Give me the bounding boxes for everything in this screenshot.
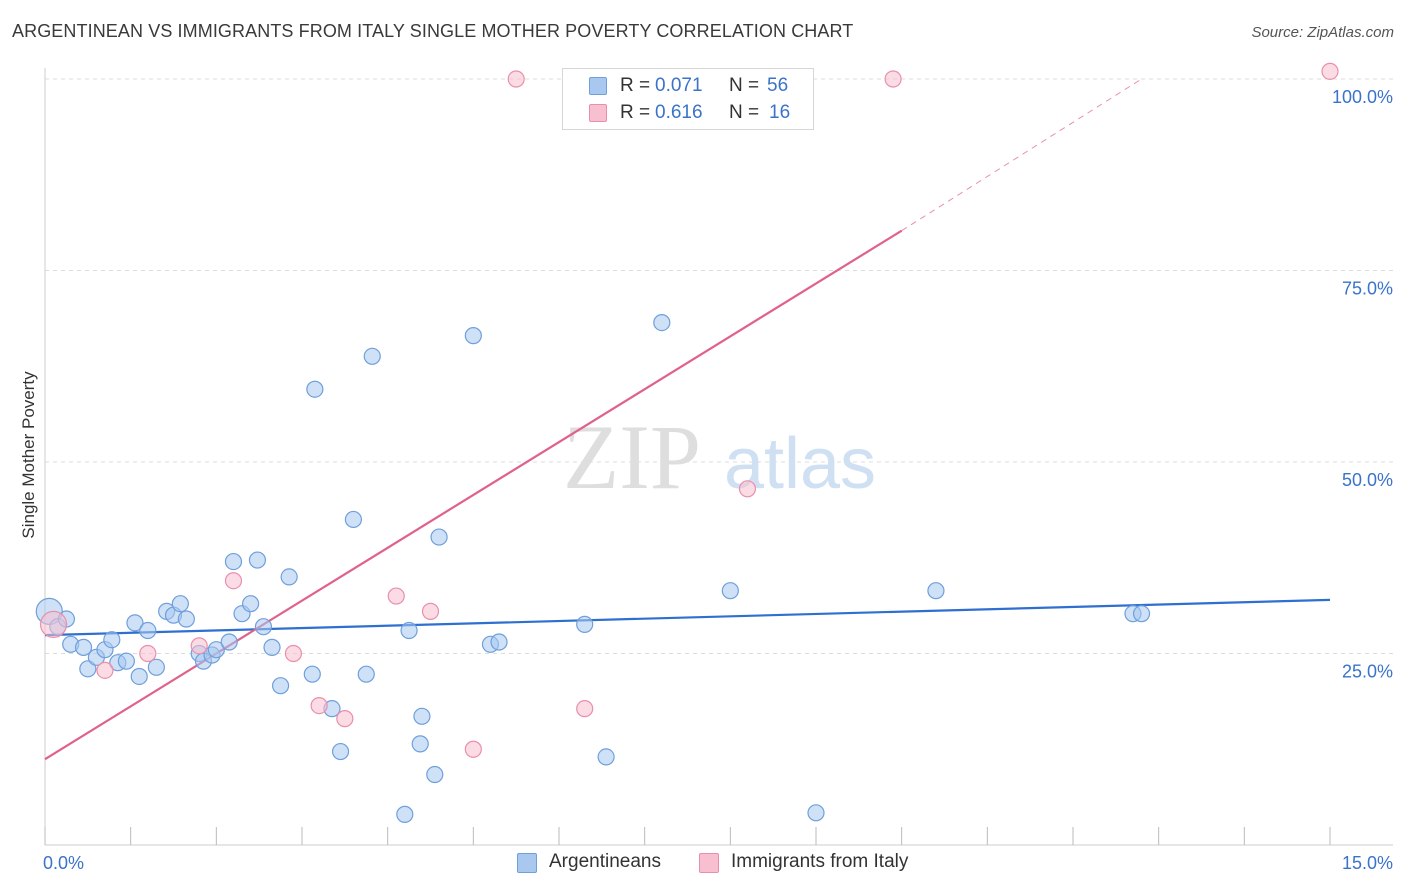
italy-point bbox=[464, 740, 482, 758]
n-label: N = bbox=[729, 102, 760, 123]
italy-point bbox=[507, 70, 525, 88]
argentineans-point bbox=[139, 621, 157, 640]
italy-point bbox=[738, 480, 757, 498]
argentineans-point bbox=[396, 805, 414, 823]
n-value-italy: 16 bbox=[769, 102, 791, 123]
argentineans-point bbox=[248, 551, 267, 569]
argentineans-point bbox=[103, 631, 121, 649]
argentineans-point bbox=[411, 735, 429, 753]
argentineans-point bbox=[220, 633, 238, 651]
argentineans-point bbox=[126, 614, 144, 632]
argentineans-point bbox=[117, 652, 135, 670]
italy-point bbox=[96, 661, 114, 679]
italy-point bbox=[39, 610, 68, 638]
argentineans-point bbox=[430, 528, 448, 546]
argentineans-point bbox=[254, 618, 273, 636]
argentineans-swatch bbox=[589, 77, 607, 95]
argentineans-point bbox=[79, 660, 97, 678]
italy-point bbox=[576, 700, 594, 718]
argentineans-point bbox=[171, 595, 189, 613]
y-tick-label: 75.0% bbox=[1342, 279, 1393, 299]
argentineans-point bbox=[207, 641, 225, 659]
argentineans-point bbox=[280, 568, 298, 586]
n-value-argentineans: 56 bbox=[767, 75, 789, 96]
argentineans-point bbox=[224, 552, 243, 571]
argentineans-point bbox=[303, 665, 321, 683]
italy-point bbox=[139, 644, 157, 663]
argentineans-point bbox=[576, 615, 594, 633]
y-tick-label: 25.0% bbox=[1342, 662, 1393, 682]
argentineans-point bbox=[426, 765, 444, 784]
axis-layer: 25.0% 50.0% 75.0% 100.0% 0.0% 15.0% bbox=[43, 68, 1393, 873]
points-layer bbox=[35, 62, 1339, 823]
argentineans-point bbox=[263, 638, 281, 656]
trendline-italy-extension bbox=[901, 78, 1142, 232]
italy-swatch bbox=[589, 104, 607, 122]
x-tick-label-min: 0.0% bbox=[43, 853, 84, 873]
y-axis-label: Single Mother Poverty bbox=[19, 371, 38, 539]
argentineans-point bbox=[490, 633, 508, 651]
argentineans-legend-swatch bbox=[517, 853, 537, 873]
argentineans-point bbox=[413, 707, 431, 725]
trendline-italy bbox=[44, 229, 903, 761]
italy-point bbox=[310, 696, 328, 715]
italy-point bbox=[336, 710, 354, 728]
italy-point bbox=[224, 572, 243, 590]
argentineans-point bbox=[147, 658, 165, 676]
argentineans-point bbox=[363, 347, 381, 365]
italy-point bbox=[190, 637, 208, 655]
argentineans-point bbox=[271, 677, 290, 695]
argentineans-point bbox=[597, 748, 615, 766]
r-value-italy: 0.616 bbox=[655, 102, 703, 123]
n-label: N = bbox=[729, 75, 760, 96]
argentineans-point bbox=[807, 804, 825, 822]
italy-point bbox=[421, 602, 440, 620]
r-label: R = bbox=[620, 75, 651, 96]
watermark-zip: ZIP bbox=[563, 406, 701, 508]
argentineans-point bbox=[177, 610, 195, 628]
source-label: Source: ZipAtlas.com bbox=[1251, 24, 1394, 41]
argentineans-legend-label: Argentineans bbox=[549, 851, 661, 872]
argentineans-point bbox=[653, 313, 671, 332]
watermark: ZIP atlas bbox=[563, 406, 876, 508]
y-tick-label: 50.0% bbox=[1342, 470, 1393, 490]
italy-legend-label: Immigrants from Italy bbox=[731, 851, 909, 872]
argentineans-point bbox=[74, 638, 93, 656]
italy-point bbox=[884, 70, 902, 88]
argentineans-point bbox=[130, 667, 148, 686]
argentineans-point bbox=[331, 742, 350, 761]
r-label: R = bbox=[620, 102, 651, 123]
chart-title: ARGENTINEAN VS IMMIGRANTS FROM ITALY SIN… bbox=[12, 21, 854, 41]
argentineans-point bbox=[357, 665, 375, 683]
r-value-argentineans: 0.071 bbox=[655, 75, 703, 96]
argentineans-point bbox=[306, 380, 324, 398]
italy-legend-swatch bbox=[699, 853, 719, 873]
argentineans-point bbox=[721, 582, 739, 600]
argentineans-point bbox=[344, 510, 362, 529]
argentineans-point bbox=[927, 582, 945, 600]
grid-layer bbox=[45, 78, 1393, 654]
correlation-legend: R = 0.071 N = 56 R = 0.616 N = 16 bbox=[562, 68, 814, 130]
y-tick-label: 100.0% bbox=[1332, 87, 1393, 107]
italy-point bbox=[1321, 62, 1339, 80]
argentineans-point bbox=[464, 327, 482, 345]
argentineans-point bbox=[242, 595, 260, 613]
x-tick-label-max: 15.0% bbox=[1342, 853, 1393, 873]
argentineans-point bbox=[1132, 605, 1151, 623]
italy-point bbox=[387, 587, 405, 605]
italy-point bbox=[284, 644, 303, 663]
argentineans-point bbox=[400, 621, 418, 640]
